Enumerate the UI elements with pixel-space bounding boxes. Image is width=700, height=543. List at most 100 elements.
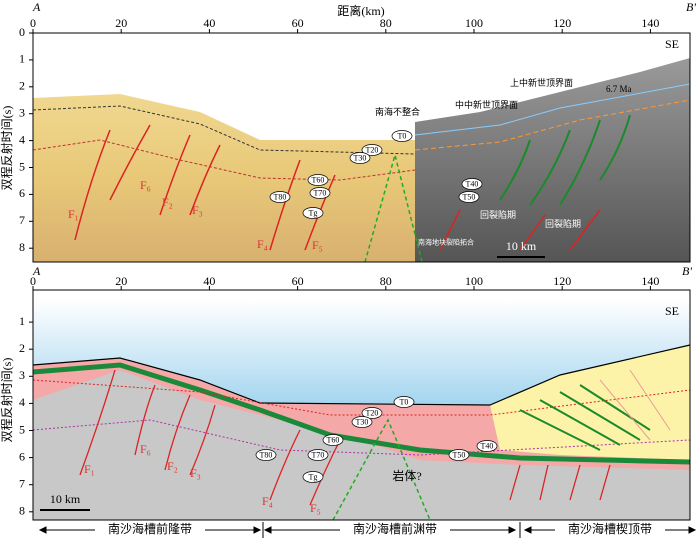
fault-label: F₁ [84,462,95,476]
x-tick-label: 0 [30,16,36,30]
horizon-label: T70 [312,450,325,459]
x-tick-label: 60 [292,274,304,288]
y-tick-label: 2 [19,79,25,93]
fault-label: F₅ [312,238,323,252]
fault-label: F₆ [140,442,151,456]
horizon-badge [361,407,383,419]
horizon-badge [458,191,480,203]
horizon-label: T70 [314,188,327,197]
x-tick-label: 20 [115,16,127,30]
direction: SE [665,37,679,51]
zone-bar [38,522,697,538]
fault-label: F₂ [162,195,173,209]
annotation: 上中新世顶界面 [510,77,573,88]
y-tick-label: 7 [19,213,25,227]
top-seismic [32,58,691,263]
zone: 南沙海槽前隆带 [108,521,192,536]
annotation: 回裂陷期 [545,218,581,229]
y-tick-label: 6 [19,186,25,200]
x-tick-label: 0 [30,274,36,288]
y-tick-label: 7 [19,476,25,490]
zone: 南沙海槽楔顶带 [568,521,652,536]
scale: 10 km [50,492,81,506]
horizon-badge [302,471,324,483]
fault-label: F₁ [68,207,79,221]
bottom-frame [32,289,691,521]
x-tick-label: 100 [465,16,483,30]
title: 距离(km) [337,3,384,18]
y-label: 双程反射时间(s) [0,106,14,191]
horizon-label: Tg [309,208,318,217]
horizon-label: T40 [481,441,494,450]
horizon-badge [349,152,371,164]
annotation: 回裂陷期 [480,209,516,220]
x-tick-label: 140 [641,274,659,288]
horizon-label: T20 [366,408,379,417]
x-tick-label: 120 [553,16,571,30]
x-tick-label: 80 [380,274,392,288]
horizon-label: Tg [309,472,318,481]
y-label: 双程反射时间(s) [0,358,14,443]
fault-label: F₂ [167,459,178,473]
annotation: 中中新世顶界面 [455,99,518,110]
bottom-section [32,300,691,521]
fault-label: F₄ [262,494,273,508]
direction: SE [665,304,679,318]
fault-label: F₆ [140,178,151,192]
x-tick-label: 40 [203,16,215,30]
annotation: 南海地块裂陷拓合 [418,238,474,247]
horizon-label: T30 [356,417,369,426]
horizon-label: T50 [463,192,476,201]
horizon-badge [255,449,277,461]
corner: B' [686,0,696,14]
top-frame [32,32,691,263]
y-tick-label: 3 [19,105,25,119]
horizon-badge [322,434,344,446]
fault-label: F₃ [192,203,203,217]
horizon-badge [302,207,324,219]
annotation: 6.7 Ma [606,84,632,94]
x-tick-label: 40 [203,274,215,288]
horizon-badge [391,130,413,142]
y-tick-label: 2 [19,341,25,355]
y-tick-label: 4 [19,395,25,409]
horizon-label: T50 [453,450,466,459]
horizon-badge [309,187,331,199]
y-tick-label: 4 [19,132,25,146]
y-tick-label: 1 [19,52,25,66]
horizon-badge [361,144,383,156]
fault-label: F₃ [190,466,201,480]
scale: 10 km [506,239,537,253]
horizon-badge [476,440,498,452]
horizon-label: T0 [400,397,409,406]
horizon-label: T20 [366,145,379,154]
horizon-badge [269,191,291,203]
horizon-label: T80 [260,450,273,459]
x-tick-label: 60 [292,16,304,30]
fault-label: F₅ [310,501,321,515]
x-tick-label: 20 [115,274,127,288]
x-tick-label: 80 [380,16,392,30]
horizon-label: T60 [312,175,325,184]
rock: 岩体? [392,468,421,483]
horizon-badge [461,178,483,190]
y-tick-label: 6 [19,449,25,463]
horizon-label: T60 [327,435,340,444]
horizon-label: T40 [466,179,479,188]
y-tick-label: 1 [19,314,25,328]
fault-label: F₄ [257,237,268,251]
y-tick-label: 3 [19,368,25,382]
horizon-badge [393,396,415,408]
corner: A [32,0,41,14]
y-tick-label: 5 [19,159,25,173]
annotation: 南海不整合 [375,106,420,117]
zone: 南沙海槽前渊带 [353,521,437,536]
horizon-badge [448,449,470,461]
corner: B' [682,264,692,278]
x-tick-label: 100 [465,274,483,288]
corner: A [32,264,41,278]
horizon-label: T0 [398,131,407,140]
horizon-badge [307,174,329,186]
horizon-badge [307,449,329,461]
